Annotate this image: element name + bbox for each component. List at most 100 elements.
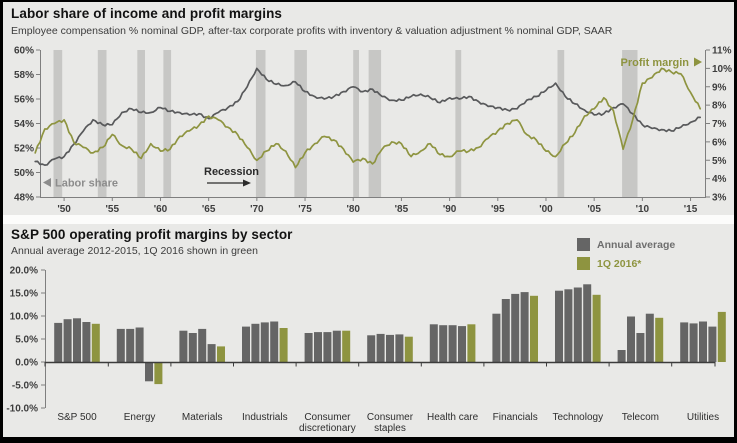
q1-2016-bar: [592, 294, 601, 362]
slide-canvas: Labor share of income and profit margins…: [3, 2, 734, 437]
annual-average-bar: [395, 334, 404, 362]
right-axis-tick-label: 7%: [712, 119, 727, 130]
annual-average-bar: [520, 292, 529, 362]
sector-label: staples: [374, 423, 406, 434]
annual-average-bar: [511, 293, 520, 362]
legend-row-annual-average: Annual average: [577, 235, 675, 254]
left-axis-tick-label: 54%: [14, 119, 34, 130]
labor-share-chart-title: Labor share of income and profit margins: [11, 6, 283, 21]
legend-1q2016-label: 1Q 2016*: [597, 257, 642, 270]
recession-band: [255, 50, 266, 197]
right-axis-tick-label: 10%: [712, 64, 732, 75]
annual-average-bar: [145, 362, 153, 382]
left-axis-tick-label: 58%: [14, 70, 34, 81]
q1-2016-bar: [217, 346, 225, 362]
q1-2016-swatch-icon: [577, 257, 590, 270]
annual-average-bar: [636, 333, 645, 362]
sector-label: Materials: [182, 412, 223, 423]
q1-2016-bar: [467, 324, 476, 362]
sector-label: discretionary: [299, 423, 356, 434]
q1-2016-bar: [530, 295, 538, 362]
annual-average-bar: [386, 334, 394, 362]
legend-annual-average-label: Annual average: [597, 238, 676, 251]
annual-average-bar: [573, 287, 582, 362]
recession-annotation: Recession: [204, 166, 259, 178]
sector-label: Utilities: [687, 412, 719, 423]
annual-average-bar: [699, 321, 707, 362]
left-axis-tick-label: 60%: [14, 46, 34, 57]
annual-average-bar: [429, 324, 438, 362]
annual-average-bar: [188, 333, 197, 362]
recession-band: [137, 50, 145, 197]
right-arrow-icon: [243, 179, 251, 187]
profit-margin-line: [34, 67, 702, 169]
annual-average-bar: [645, 313, 654, 362]
sector-label: Technology: [553, 412, 604, 423]
annual-average-bar: [492, 313, 501, 362]
annual-average-bar: [116, 328, 125, 362]
annual-average-bar: [332, 330, 341, 362]
legend-row-1q2016: 1Q 2016*: [577, 254, 675, 273]
recession-band: [368, 50, 382, 197]
y-axis-tick-label: -5.0%: [12, 381, 38, 392]
sector-label: Health care: [427, 412, 479, 423]
annual-average-bar: [564, 289, 573, 362]
annual-average-bar: [555, 290, 563, 362]
annual-average-bar: [367, 335, 376, 362]
annual-average-bar: [708, 326, 717, 362]
y-axis-tick-label: 15.0%: [10, 289, 38, 300]
x-axis-tick-label: '10: [636, 204, 650, 215]
x-axis-tick-label: '00: [539, 204, 553, 215]
annual-average-bar: [617, 350, 626, 362]
x-axis-tick-label: '70: [250, 204, 264, 215]
right-axis-tick-label: 6%: [712, 137, 727, 148]
y-axis-tick-label: -10.0%: [6, 404, 38, 415]
annual-average-bar: [323, 332, 332, 362]
annual-average-bar: [501, 299, 510, 362]
left-axis-tick-label: 48%: [14, 193, 34, 204]
annual-average-bar: [207, 344, 216, 362]
annual-average-bar: [251, 323, 260, 362]
sector-margins-chart-title: S&P 500 operating profit margins by sect…: [11, 227, 293, 242]
x-axis-tick-label: '90: [443, 204, 457, 215]
labor-share-chart-subtitle: Employee compensation % nominal GDP, aft…: [11, 25, 613, 37]
x-axis-tick-label: '75: [298, 204, 312, 215]
x-axis-tick-label: '80: [346, 204, 360, 215]
annual-average-bar: [376, 333, 385, 362]
recession-band: [455, 50, 462, 197]
x-axis-tick-label: '60: [154, 204, 168, 215]
section-divider: [3, 215, 734, 224]
labor-share-profit-margin-line-chart: 48% 50% 52% 54% 56% 58% 60% 3% 4% 5% 6% 7% 8% 9% 10% 11…: [14, 46, 732, 216]
recession-band: [294, 50, 307, 197]
recession-band: [163, 50, 172, 197]
right-arrow-icon: [694, 57, 702, 67]
annual-average-bar: [314, 332, 322, 362]
sector-label: Industrials: [242, 412, 288, 423]
right-axis-tick-label: 3%: [712, 193, 727, 204]
sector-label: Consumer: [304, 412, 351, 423]
annual-average-bar: [583, 284, 592, 362]
right-axis-tick-label: 11%: [712, 46, 732, 57]
sector-label: S&P 500: [57, 412, 97, 423]
right-axis-tick-label: 9%: [712, 82, 727, 93]
recession-band: [353, 50, 359, 197]
recession-band: [53, 50, 63, 197]
x-axis-tick-label: '55: [106, 204, 120, 215]
x-axis-tick-label: '15: [684, 204, 698, 215]
right-axis-tick-label: 8%: [712, 101, 727, 112]
left-axis-tick-label: 52%: [14, 144, 34, 155]
annual-average-bar: [439, 325, 448, 362]
annual-average-bar: [135, 327, 144, 362]
annual-average-bar: [242, 326, 250, 362]
sector-margins-bar-chart: 20.0% 15.0% 10.0% 5.0% 0.0% -5.0% -10.0% S&P 50…: [6, 266, 726, 434]
sector-label: Energy: [124, 412, 156, 423]
q1-2016-bar: [279, 328, 288, 362]
q1-2016-bar: [342, 330, 351, 362]
q1-2016-bar: [91, 323, 100, 362]
annual-average-bar: [304, 333, 313, 362]
y-axis-tick-label: 5.0%: [15, 335, 38, 346]
profit-margin-annotation: Profit margin: [621, 57, 690, 69]
annual-average-bar: [63, 319, 72, 362]
labor-share-annotation: Labor share: [55, 178, 118, 190]
q1-2016-bar: [717, 311, 726, 362]
